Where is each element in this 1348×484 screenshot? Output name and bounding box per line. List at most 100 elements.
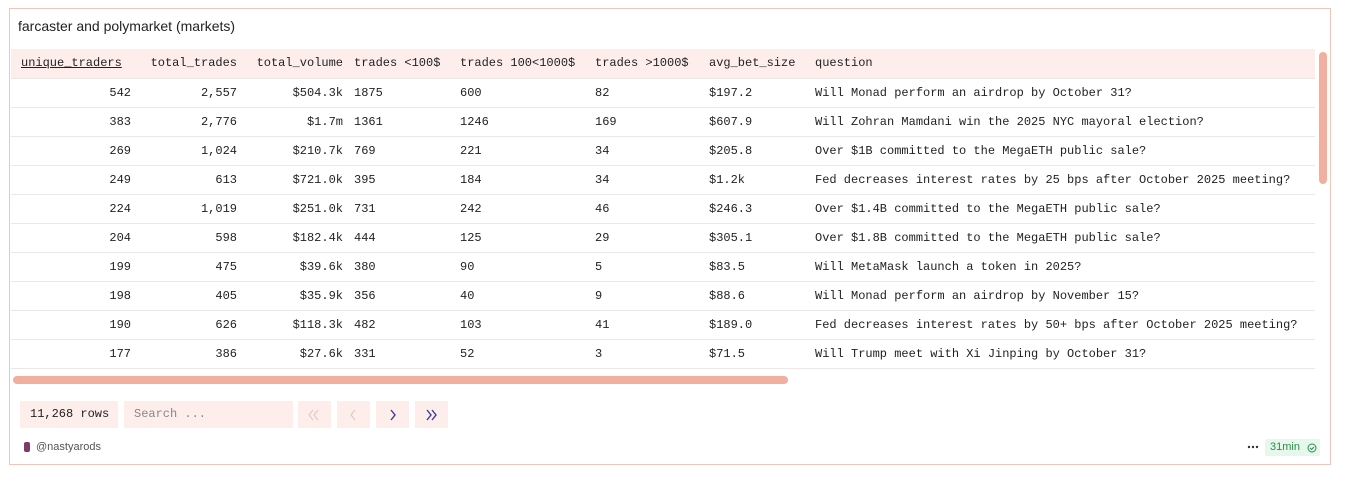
table-row: 190 626 $118.3k 482 103 41 $189.0 Fed decreases… (11, 311, 1315, 340)
table-cell: $1.7m (306, 115, 343, 129)
table-cell: 598 (215, 231, 237, 245)
table-cell: Over $1.4B committed to the MegaETH publ… (815, 202, 1161, 216)
table-cell: 769 (354, 144, 376, 158)
row-count: 11,268 rows (20, 401, 118, 428)
horizontal-scrollbar[interactable] (13, 376, 788, 384)
table-cell: 34 (595, 144, 610, 158)
table-cell: Over $1.8B committed to the MegaETH publ… (815, 231, 1161, 245)
table-cell: 1246 (460, 115, 489, 129)
table-cell: Will Zohran Mamdani win the 2025 NYC may… (815, 115, 1204, 129)
table-cell: 125 (460, 231, 482, 245)
column-header[interactable]: question (815, 56, 873, 70)
age-text: 31min (1270, 441, 1300, 453)
table-cell: Will Monad perform an airdrop by October… (815, 86, 1132, 100)
prev-page-button[interactable] (337, 401, 370, 428)
table-cell: 383 (109, 115, 131, 129)
table-row: 224 1,019 $251.0k 731 242 46 $246.3 Over $1.4B … (11, 195, 1315, 224)
next-page-button[interactable] (376, 401, 409, 428)
column-header[interactable]: trades >1000$ (595, 56, 689, 70)
table-cell: 386 (215, 347, 237, 361)
table-cell: $71.5 (709, 347, 746, 361)
table-cell: 52 (460, 347, 475, 361)
column-header[interactable]: total_trades (150, 56, 237, 70)
table-row: 542 2,557 $504.3k 1875 600 82 $197.2 Will Monad… (11, 79, 1315, 108)
first-page-button[interactable] (298, 401, 331, 428)
table-cell: Will MetaMask launch a token in 2025? (815, 260, 1082, 274)
table-cell: 82 (595, 86, 610, 100)
column-header[interactable]: trades 100<1000$ (460, 56, 576, 70)
table-row: 204 598 $182.4k 444 125 29 $305.1 Over $1.8B co… (11, 224, 1315, 253)
table-cell: 600 (460, 86, 482, 100)
table-cell: 9 (595, 289, 603, 303)
column-header[interactable]: total_volume (256, 56, 343, 70)
table-cell: $721.0k (292, 173, 343, 187)
table-cell: 90 (460, 260, 475, 274)
table-row: 269 1,024 $210.7k 769 221 34 $205.8 Over $1B co… (11, 137, 1315, 166)
column-header[interactable]: trades <100$ (354, 56, 441, 70)
column-header[interactable]: avg_bet_size (709, 56, 796, 70)
table-cell: $305.1 (709, 231, 753, 245)
table-cell: 40 (460, 289, 475, 303)
table-cell: 2,557 (200, 86, 237, 100)
table-cell: Fed decreases interest rates by 50+ bps … (815, 318, 1298, 332)
table-cell: $246.3 (709, 202, 753, 216)
table-cell: 626 (215, 318, 237, 332)
table-cell: 221 (460, 144, 482, 158)
table-row: 383 2,776 $1.7m 1361 1246 169 $607.9 Will Zohra… (11, 108, 1315, 137)
author[interactable]: @nastyarods (36, 441, 101, 453)
table-cell: $504.3k (292, 86, 343, 100)
table-cell: $251.0k (292, 202, 343, 216)
last-page-button[interactable] (415, 401, 448, 428)
refresh-age: 31min (1265, 439, 1320, 456)
table-cell: 482 (354, 318, 376, 332)
table-cell: 405 (215, 289, 237, 303)
table: unique_traders total_trades total_volume tr… (11, 49, 1315, 369)
table-row: 249 613 $721.0k 395 184 34 $1.2k Fed decreases … (11, 166, 1315, 195)
table-cell: 1875 (354, 86, 383, 100)
vertical-scrollbar[interactable] (1319, 52, 1327, 184)
table-row: 198 405 $35.9k 356 40 9 $88.6 Will Monad perfor… (11, 282, 1315, 311)
table-cell: $27.6k (299, 347, 343, 361)
table-cell: 29 (595, 231, 610, 245)
table-cell: 1,019 (200, 202, 237, 216)
table-cell: $607.9 (709, 115, 753, 129)
header-row: unique_traders total_trades total_volume tr… (11, 49, 1315, 79)
table-cell: 204 (109, 231, 131, 245)
table-cell: 444 (354, 231, 376, 245)
table-cell: $205.8 (709, 144, 753, 158)
search-input[interactable]: Search ... (124, 401, 293, 428)
table-cell: $182.4k (292, 231, 343, 245)
table-cell: $210.7k (292, 144, 343, 158)
table-cell: 269 (109, 144, 131, 158)
table-cell: 3 (595, 347, 603, 361)
table-cell: 613 (215, 173, 237, 187)
table-cell: 331 (354, 347, 376, 361)
check-icon (1307, 443, 1317, 453)
table-cell: $35.9k (299, 289, 343, 303)
table-cell: 46 (595, 202, 610, 216)
column-header[interactable]: unique_traders (21, 56, 122, 70)
table-cell: $83.5 (709, 260, 746, 274)
table-cell: 190 (109, 318, 131, 332)
table-cell: Will Trump meet with Xi Jinping by Octob… (815, 347, 1147, 361)
table-cell: $189.0 (709, 318, 753, 332)
table-cell: 5 (595, 260, 603, 274)
table-row: 199 475 $39.6k 380 90 5 $83.5 Will MetaMask lau… (11, 253, 1315, 282)
table-cell: 475 (215, 260, 237, 274)
table-cell: 1361 (354, 115, 383, 129)
table-cell: 356 (354, 289, 376, 303)
table-cell: Will Monad perform an airdrop by Novembe… (815, 289, 1140, 303)
table-cell: $88.6 (709, 289, 746, 303)
table-cell: 731 (354, 202, 376, 216)
table-cell: 2,776 (200, 115, 237, 129)
more-menu[interactable] (1247, 441, 1259, 453)
table-cell: $39.6k (299, 260, 343, 274)
table-cell: $197.2 (709, 86, 753, 100)
table-cell: 34 (595, 173, 610, 187)
author-avatar (24, 442, 30, 452)
table-cell: 184 (460, 173, 482, 187)
table-cell: 242 (460, 202, 482, 216)
table-cell: Over $1B committed to the MegaETH public… (815, 144, 1147, 158)
table-cell: 249 (109, 173, 131, 187)
